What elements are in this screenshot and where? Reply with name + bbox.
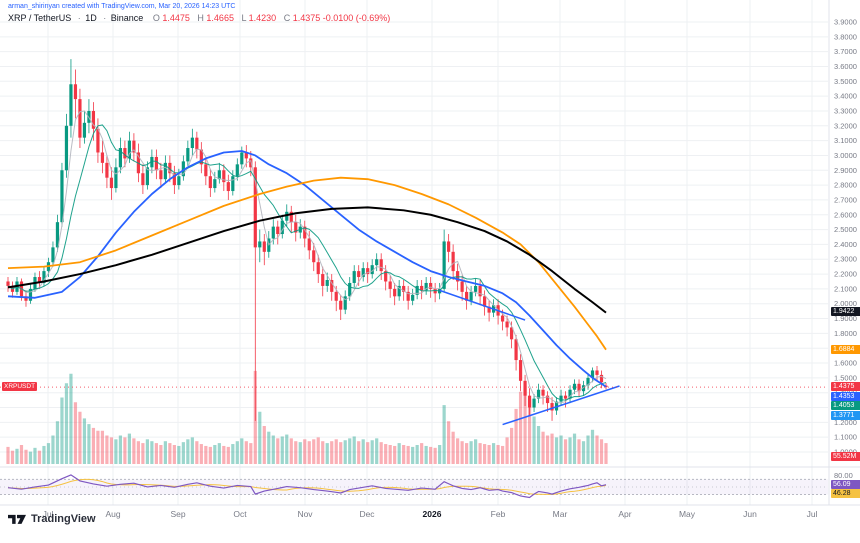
svg-text:Dec: Dec xyxy=(359,509,375,519)
svg-text:3.3000: 3.3000 xyxy=(834,106,857,115)
ma-short-green-line xyxy=(7,124,607,401)
ma-short-grey-line xyxy=(7,110,607,404)
interval-label[interactable]: 1D xyxy=(85,13,97,23)
svg-text:Aug: Aug xyxy=(105,509,120,519)
svg-text:3.2000: 3.2000 xyxy=(834,121,857,130)
svg-text:Jun: Jun xyxy=(743,509,757,519)
ma10-badge: 1.3771 xyxy=(831,410,860,420)
ma50-badge: 1.4353 xyxy=(831,391,860,401)
volume-series xyxy=(6,370,608,464)
time-axis-scale[interactable]: Jul Aug Sep Oct Nov Dec 2026 Feb Mar Apr May Jun Jul xyxy=(43,509,818,519)
svg-text:1.1000: 1.1000 xyxy=(834,433,857,442)
symbol-title[interactable]: XRP / TetherUS xyxy=(8,13,72,23)
svg-text:2.4000: 2.4000 xyxy=(834,240,857,249)
svg-text:2.0000: 2.0000 xyxy=(834,299,857,308)
tradingview-logo-icon xyxy=(8,514,26,524)
ma50-line xyxy=(7,150,607,388)
rsi-ma-line xyxy=(7,478,607,495)
tradingview-logo[interactable]: TradingView xyxy=(8,512,96,526)
rsi-axis-label: 80.00 xyxy=(834,471,853,480)
ma200-line xyxy=(7,206,607,314)
svg-text:Jul: Jul xyxy=(807,509,818,519)
open-label: O xyxy=(152,13,160,23)
rsi-band xyxy=(0,479,828,495)
svg-text:2.7000: 2.7000 xyxy=(834,195,857,204)
volume-badge: 55.52M xyxy=(831,452,860,461)
tradingview-logo-text: TradingView xyxy=(31,513,96,525)
high-value: 1.4665 xyxy=(206,13,234,23)
svg-text:2.3000: 2.3000 xyxy=(834,255,857,264)
gridlines xyxy=(0,0,828,505)
svg-text:Mar: Mar xyxy=(553,509,568,519)
svg-text:1.2000: 1.2000 xyxy=(834,418,857,427)
chart-header: arman_shirinyan created with TradingView… xyxy=(8,3,390,23)
svg-text:1.6000: 1.6000 xyxy=(834,359,857,368)
svg-text:2.9000: 2.9000 xyxy=(834,166,857,175)
svg-text:3.1000: 3.1000 xyxy=(834,136,857,145)
attribution-link[interactable]: arman_shirinyan created with TradingView… xyxy=(8,3,236,10)
svg-text:1.9000: 1.9000 xyxy=(834,314,857,323)
symbol-row: XRP / TetherUS · 1D · Binance O 1.4475 H… xyxy=(8,13,390,23)
svg-text:Feb: Feb xyxy=(491,509,506,519)
svg-text:2.1000: 2.1000 xyxy=(834,284,857,293)
svg-text:1.8000: 1.8000 xyxy=(834,329,857,338)
svg-text:2.5000: 2.5000 xyxy=(834,225,857,234)
svg-text:Sep: Sep xyxy=(170,509,185,519)
svg-text:May: May xyxy=(679,509,696,519)
rsi-value-badge: 56.09 xyxy=(831,479,860,489)
close-value: 1.4375 xyxy=(292,13,321,23)
high-label: H xyxy=(197,13,204,23)
low-label: L xyxy=(241,13,247,23)
symbol-price-line-label: XRPUSDT xyxy=(2,382,38,392)
rsi-ma-badge: 46.28 xyxy=(831,489,860,499)
svg-text:2026: 2026 xyxy=(423,509,442,519)
svg-text:Oct: Oct xyxy=(233,509,247,519)
svg-text:3.8000: 3.8000 xyxy=(834,32,857,41)
ma200-badge: 1.9422 xyxy=(831,307,860,317)
separator-dot: · xyxy=(77,13,81,23)
change-value: -0.0100 (-0.69%) xyxy=(322,13,391,23)
svg-text:2.2000: 2.2000 xyxy=(834,270,857,279)
svg-text:3.5000: 3.5000 xyxy=(834,77,857,86)
svg-text:3.7000: 3.7000 xyxy=(834,47,857,56)
price-axis-scale[interactable]: 1.00001.10001.20001.30001.40001.50001.60… xyxy=(834,18,857,457)
ma20-badge: 1.4053 xyxy=(831,401,860,411)
trendline-1[interactable] xyxy=(502,385,620,426)
rsi-line xyxy=(7,474,607,499)
svg-text:1.5000: 1.5000 xyxy=(834,373,857,382)
svg-text:3.6000: 3.6000 xyxy=(834,62,857,71)
ma100-line xyxy=(7,176,607,351)
close-label: C xyxy=(283,13,291,23)
svg-text:Apr: Apr xyxy=(618,509,631,519)
svg-text:3.4000: 3.4000 xyxy=(834,92,857,101)
svg-text:2.8000: 2.8000 xyxy=(834,181,857,190)
last-price-badge: 1.4375 xyxy=(831,382,860,392)
svg-text:Jul: Jul xyxy=(43,509,54,519)
svg-text:2.6000: 2.6000 xyxy=(834,210,857,219)
svg-text:Nov: Nov xyxy=(297,509,313,519)
separator-dot: · xyxy=(103,13,107,23)
candlestick-series xyxy=(6,59,608,421)
trendline-2[interactable] xyxy=(439,289,526,321)
low-value: 1.4230 xyxy=(248,13,277,23)
svg-text:3.0000: 3.0000 xyxy=(834,151,857,160)
svg-text:3.9000: 3.9000 xyxy=(834,18,857,27)
exchange-label[interactable]: Binance xyxy=(110,13,144,23)
open-value: 1.4475 xyxy=(162,13,190,23)
ma100-badge: 1.6884 xyxy=(831,344,860,354)
